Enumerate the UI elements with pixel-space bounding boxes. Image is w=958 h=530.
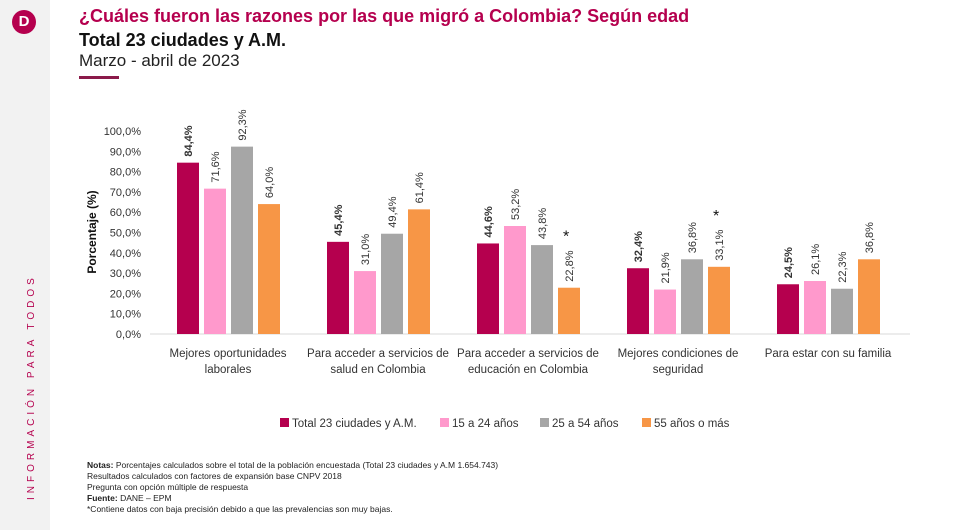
notes: Notas: Porcentajes calculados sobre el t… [87, 460, 498, 515]
legend-swatch [440, 418, 449, 427]
category-label: Mejores oportunidades [170, 348, 287, 360]
category-label: Para acceder a servicios de [457, 348, 599, 360]
category-label: seguridad [653, 364, 704, 376]
legend-swatch [540, 418, 549, 427]
bar [177, 162, 199, 334]
bar [408, 209, 430, 334]
notes-line: Resultados calculados con factores de ex… [87, 471, 342, 481]
data-label: 36,8% [864, 222, 876, 253]
legend-label: Total 23 ciudades y A.M. [292, 418, 417, 430]
data-label: 49,4% [387, 196, 399, 227]
bar [681, 259, 703, 334]
source-label: Fuente: [87, 493, 118, 503]
data-label: 53,2% [510, 189, 522, 220]
data-label: 45,4% [333, 204, 345, 235]
chart-title: ¿Cuáles fueron las razones por las que m… [79, 6, 690, 26]
legend-label: 15 a 24 años [452, 418, 519, 430]
y-tick-label: 10,0% [110, 309, 141, 321]
y-tick-label: 80,0% [110, 167, 141, 179]
sidebar: D INFORMACIÓN PARA TODOS [0, 0, 50, 530]
legend-label: 55 años o más [654, 418, 730, 430]
data-label: 43,8% [537, 208, 549, 239]
chart-period: Marzo - abril de 2023 [79, 51, 240, 70]
category-label: Para estar con su familia [765, 348, 892, 360]
bar [627, 268, 649, 334]
y-tick-label: 50,0% [110, 228, 141, 240]
data-label: 22,3% [837, 251, 849, 282]
bar [654, 289, 676, 334]
bar [354, 271, 376, 334]
legend-swatch [642, 418, 651, 427]
bar [327, 241, 349, 334]
category-label: Para acceder a servicios de [307, 348, 449, 360]
y-axis-label: Porcentaje (%) [85, 190, 99, 273]
category-label: laborales [205, 364, 252, 376]
y-tick-label: 0,0% [116, 329, 141, 341]
data-label: 92,3% [237, 109, 249, 140]
data-label: 71,6% [210, 151, 222, 182]
category-label: salud en Colombia [330, 364, 426, 376]
data-label: 33,1% [714, 229, 726, 260]
bar [531, 245, 553, 334]
low-precision-asterisk: * [713, 208, 719, 225]
y-tick-label: 40,0% [110, 248, 141, 260]
notes-label: Notas: [87, 460, 114, 470]
bar [777, 284, 799, 334]
bar [708, 266, 730, 334]
bar [204, 188, 226, 334]
bar [858, 259, 880, 334]
title-underline [79, 76, 119, 79]
data-label: 24,5% [783, 247, 795, 278]
bar [258, 204, 280, 334]
bar-chart: 0,0% 10,0% 20,0% 30,0% 40,0% 50,0% 60,0% 70,0% 8… [85, 109, 910, 430]
category-label: educación en Colombia [468, 364, 589, 376]
legend-label: 25 a 54 años [552, 418, 619, 430]
data-label: 21,9% [660, 252, 672, 283]
data-label: 61,4% [414, 172, 426, 203]
source-text: DANE – EPM [117, 493, 172, 503]
data-label: 64,0% [264, 167, 276, 198]
bar [558, 287, 580, 334]
y-tick-label: 20,0% [110, 288, 141, 300]
bar [381, 233, 403, 334]
y-tick-label: 30,0% [110, 268, 141, 280]
y-tick-label: 90,0% [110, 146, 141, 158]
notes-line: Pregunta con opción múltiple de respuest… [87, 482, 249, 492]
y-tick-label: 60,0% [110, 207, 141, 219]
data-label: 84,4% [183, 125, 195, 156]
bar [831, 288, 853, 334]
y-tick-label: 70,0% [110, 187, 141, 199]
notes-text: Porcentajes calculados sobre el total de… [113, 460, 499, 470]
bar [477, 243, 499, 334]
data-label: 32,4% [633, 231, 645, 262]
bar [504, 226, 526, 334]
chart-subtitle: Total 23 ciudades y A.M. [79, 30, 287, 50]
bar [231, 146, 253, 334]
data-label: 36,8% [687, 222, 699, 253]
data-label: 31,0% [360, 234, 372, 265]
bar [804, 281, 826, 334]
y-tick-label: 100,0% [104, 126, 142, 138]
legend-swatch [280, 418, 289, 427]
data-label: 22,8% [564, 250, 576, 281]
data-label: 26,1% [810, 244, 822, 275]
data-label: 44,6% [483, 206, 495, 237]
dane-logo: D [12, 10, 36, 34]
notes-footnote: *Contiene datos con baja precisión debid… [87, 504, 393, 514]
category-label: Mejores condiciones de [618, 348, 739, 360]
low-precision-asterisk: * [563, 229, 569, 246]
